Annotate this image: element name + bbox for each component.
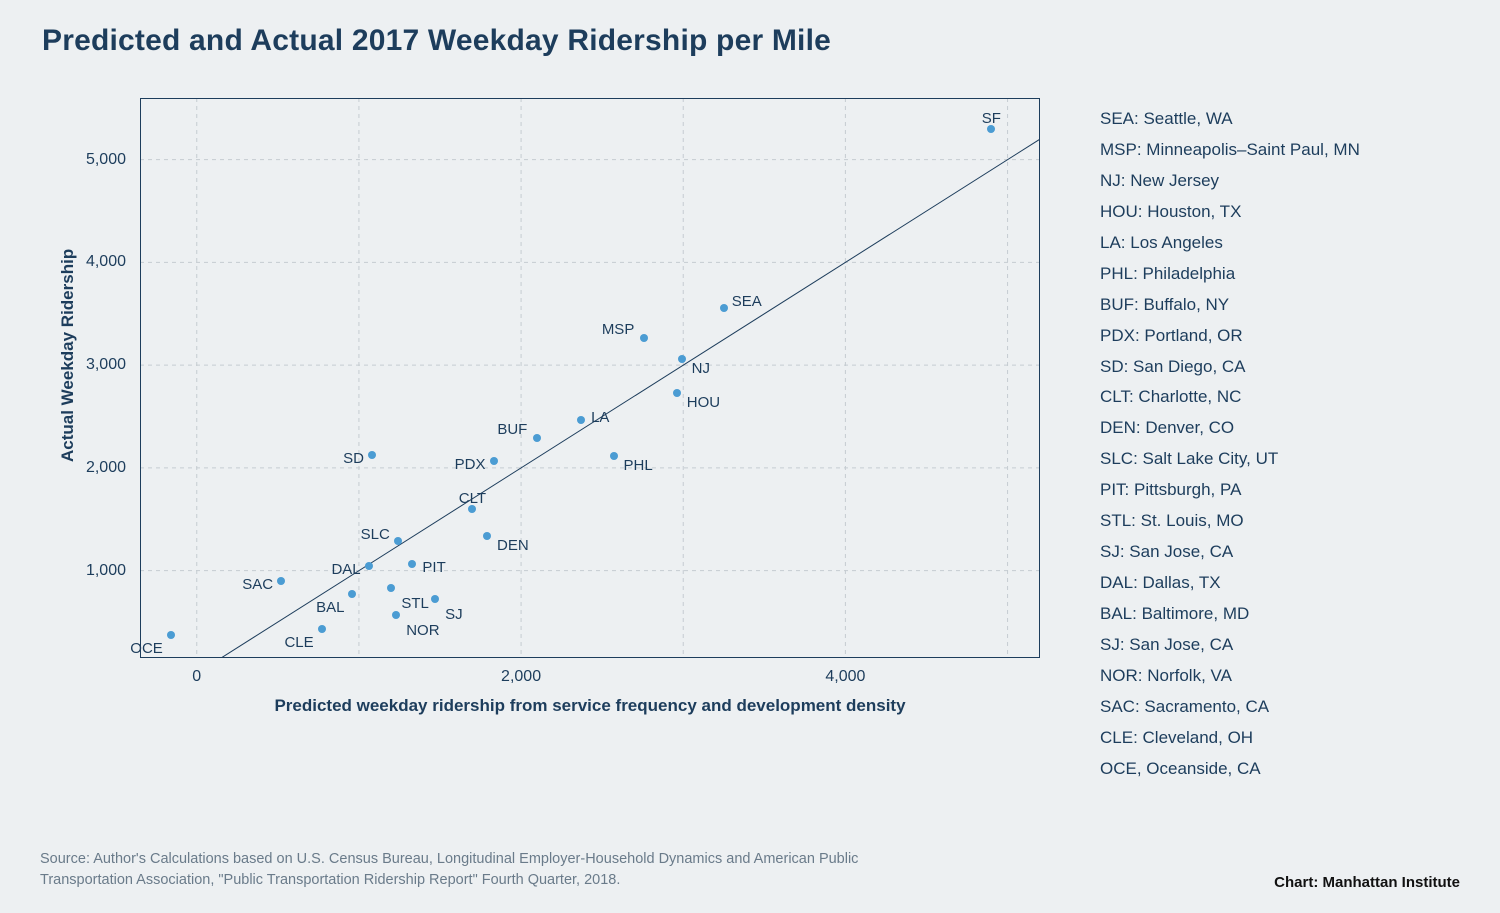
credit-value: Manhattan Institute [1323,874,1461,891]
y-tick: 4,000 [40,253,126,271]
x-axis-label: Predicted weekday ridership from service… [140,696,1040,716]
credit-label: Chart: [1274,874,1318,891]
legend-item: MSP: Minneapolis–Saint Paul, MN [1100,135,1360,166]
point-pdx [490,457,498,465]
legend-item: PDX: Portland, OR [1100,321,1360,352]
point-sj [431,595,439,603]
point-label-oce: OCE [130,641,163,656]
point-label-cle: CLE [284,635,313,650]
source-note: Source: Author's Calculations based on U… [40,849,940,891]
legend: SEA: Seattle, WAMSP: Minneapolis–Saint P… [1100,70,1360,785]
point-label-hou: HOU [687,395,720,410]
chart-credit: Chart: Manhattan Institute [1274,874,1460,891]
point-label-sj: SJ [445,607,463,622]
legend-item: HOU: Houston, TX [1100,197,1360,228]
legend-item: LA: Los Angeles [1100,228,1360,259]
point-phl [610,452,618,460]
point-label-sea: SEA [732,294,762,309]
x-tick: 2,000 [501,668,541,686]
scatter-chart: Actual Weekday RidershipOCESACCLEBALDALS… [40,70,1060,750]
point-cle [318,625,326,633]
point-label-nj: NJ [692,361,710,376]
legend-item: DAL: Dallas, TX [1100,568,1360,599]
point-label-sac: SAC [242,577,273,592]
point-label-clt: CLT [459,491,486,506]
legend-item: SJ: San Jose, CA [1100,537,1360,568]
chart-grid [140,98,1040,658]
point-hou [673,389,681,397]
legend-item: DEN: Denver, CO [1100,413,1360,444]
point-buf [533,434,541,442]
point-label-stl: STL [401,596,429,611]
legend-item: STL: St. Louis, MO [1100,506,1360,537]
point-dal [365,562,373,570]
legend-item: SD: San Diego, CA [1100,352,1360,383]
y-tick: 3,000 [40,356,126,374]
point-label-msp: MSP [602,322,635,337]
legend-item: PIT: Pittsburgh, PA [1100,475,1360,506]
legend-item: BUF: Buffalo, NY [1100,290,1360,321]
point-label-la: LA [591,410,609,425]
point-label-phl: PHL [624,458,653,473]
point-slc [394,537,402,545]
legend-item: SLC: Salt Lake City, UT [1100,444,1360,475]
point-msp [640,334,648,342]
legend-item: SJ: San Jose, CA [1100,630,1360,661]
point-sac [277,577,285,585]
point-stl [387,584,395,592]
point-pit [408,560,416,568]
legend-item: PHL: Philadelphia [1100,259,1360,290]
point-label-pdx: PDX [455,457,486,472]
point-den [483,532,491,540]
point-sea [720,304,728,312]
point-label-buf: BUF [497,422,527,437]
legend-item: CLE: Cleveland, OH [1100,723,1360,754]
point-label-dal: DAL [331,562,360,577]
legend-item: SAC: Sacramento, CA [1100,692,1360,723]
legend-item: OCE, Oceanside, CA [1100,754,1360,785]
point-label-pit: PIT [422,560,445,575]
point-label-sf: SF [982,111,1001,126]
point-label-sd: SD [343,451,364,466]
point-nj [678,355,686,363]
legend-item: BAL: Baltimore, MD [1100,599,1360,630]
point-label-slc: SLC [361,527,390,542]
point-nor [392,611,400,619]
y-tick: 5,000 [40,151,126,169]
y-tick: 1,000 [40,562,126,580]
point-label-bal: BAL [316,600,344,615]
legend-item: NOR: Norfolk, VA [1100,661,1360,692]
point-la [577,416,585,424]
x-tick: 4,000 [825,668,865,686]
point-oce [167,631,175,639]
point-sd [368,451,376,459]
y-tick: 2,000 [40,459,126,477]
legend-item: NJ: New Jersey [1100,166,1360,197]
legend-item: CLT: Charlotte, NC [1100,382,1360,413]
layout: Actual Weekday RidershipOCESACCLEBALDALS… [40,70,1460,785]
page: Predicted and Actual 2017 Weekday Riders… [0,0,1500,913]
legend-item: SEA: Seattle, WA [1100,104,1360,135]
point-bal [348,590,356,598]
x-tick: 0 [192,668,201,686]
point-label-nor: NOR [406,623,439,638]
point-label-den: DEN [497,538,529,553]
plot-area: OCESACCLEBALDALSDSTLNORSLCPITSJCLTDENPDX… [140,98,1040,658]
chart-title: Predicted and Actual 2017 Weekday Riders… [42,24,1460,58]
